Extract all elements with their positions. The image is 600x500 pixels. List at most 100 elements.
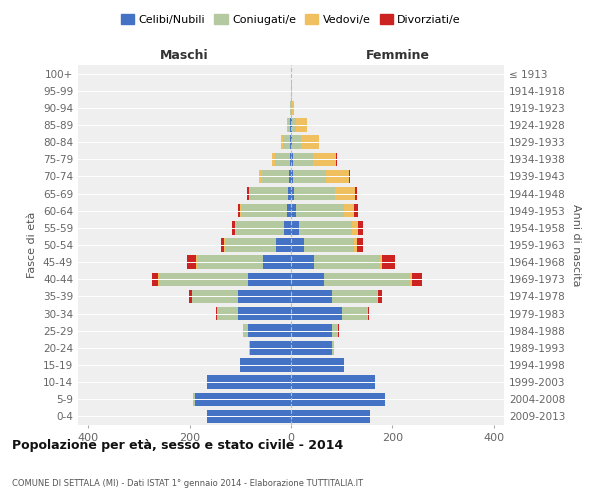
Bar [217,307,238,320]
Bar [248,272,291,286]
Bar [232,221,235,234]
Bar [290,152,291,166]
Bar [291,238,304,252]
Bar [294,187,335,200]
Bar [293,152,313,166]
Bar [289,187,291,200]
Bar [380,256,382,269]
Y-axis label: Fasce di età: Fasce di età [28,212,37,278]
Bar [352,221,358,234]
Bar [296,204,344,218]
Bar [412,272,422,286]
Bar [189,290,191,303]
Bar [263,256,291,269]
Bar [335,187,355,200]
Bar [355,204,358,218]
Bar [291,101,292,114]
Bar [224,238,225,252]
Bar [377,290,378,303]
Bar [291,410,370,423]
Bar [291,221,299,234]
Bar [238,290,291,303]
Bar [410,272,412,286]
Bar [275,152,290,166]
Bar [238,307,291,320]
Bar [291,136,292,149]
Bar [250,187,289,200]
Bar [243,324,248,338]
Bar [289,170,291,183]
Bar [291,307,342,320]
Bar [291,341,332,354]
Bar [262,170,289,183]
Bar [291,392,385,406]
Bar [332,324,338,338]
Bar [292,101,293,114]
Bar [292,136,301,149]
Text: COMUNE DI SETTALA (MI) - Dati ISTAT 1° gennaio 2014 - Elaborazione TUTTITALIA.IT: COMUNE DI SETTALA (MI) - Dati ISTAT 1° g… [12,478,363,488]
Bar [247,187,249,200]
Bar [291,170,293,183]
Bar [292,118,296,132]
Bar [355,238,358,252]
Bar [284,221,291,234]
Bar [335,152,337,166]
Bar [291,187,294,200]
Bar [241,204,287,218]
Bar [344,204,355,218]
Bar [235,221,236,234]
Bar [193,392,194,406]
Bar [159,272,248,286]
Text: Popolazione per età, sesso e stato civile - 2014: Popolazione per età, sesso e stato civil… [12,440,343,452]
Bar [287,204,291,218]
Bar [291,358,344,372]
Bar [358,238,362,252]
Bar [326,170,349,183]
Bar [221,238,224,252]
Bar [272,152,275,166]
Bar [293,170,326,183]
Bar [192,290,238,303]
Bar [291,376,374,389]
Bar [289,118,290,132]
Bar [291,256,314,269]
Bar [324,272,410,286]
Bar [248,324,291,338]
Bar [238,204,240,218]
Bar [152,272,158,286]
Bar [291,152,293,166]
Bar [382,256,395,269]
Bar [299,221,352,234]
Bar [355,187,358,200]
Bar [249,187,250,200]
Bar [250,341,291,354]
Bar [349,170,350,183]
Bar [291,272,324,286]
Bar [194,392,291,406]
Bar [332,341,334,354]
Bar [296,118,307,132]
Bar [291,324,332,338]
Bar [208,376,291,389]
Bar [304,238,355,252]
Bar [301,136,319,149]
Y-axis label: Anni di nascita: Anni di nascita [571,204,581,286]
Bar [378,290,382,303]
Bar [197,256,263,269]
Bar [208,410,291,423]
Bar [240,204,241,218]
Bar [342,307,367,320]
Bar [196,256,197,269]
Bar [240,358,291,372]
Bar [283,136,290,149]
Bar [249,341,250,354]
Bar [259,170,262,183]
Bar [158,272,159,286]
Bar [291,204,296,218]
Bar [236,221,284,234]
Text: Maschi: Maschi [160,48,209,62]
Bar [332,290,377,303]
Bar [187,256,196,269]
Bar [287,118,289,132]
Bar [313,152,335,166]
